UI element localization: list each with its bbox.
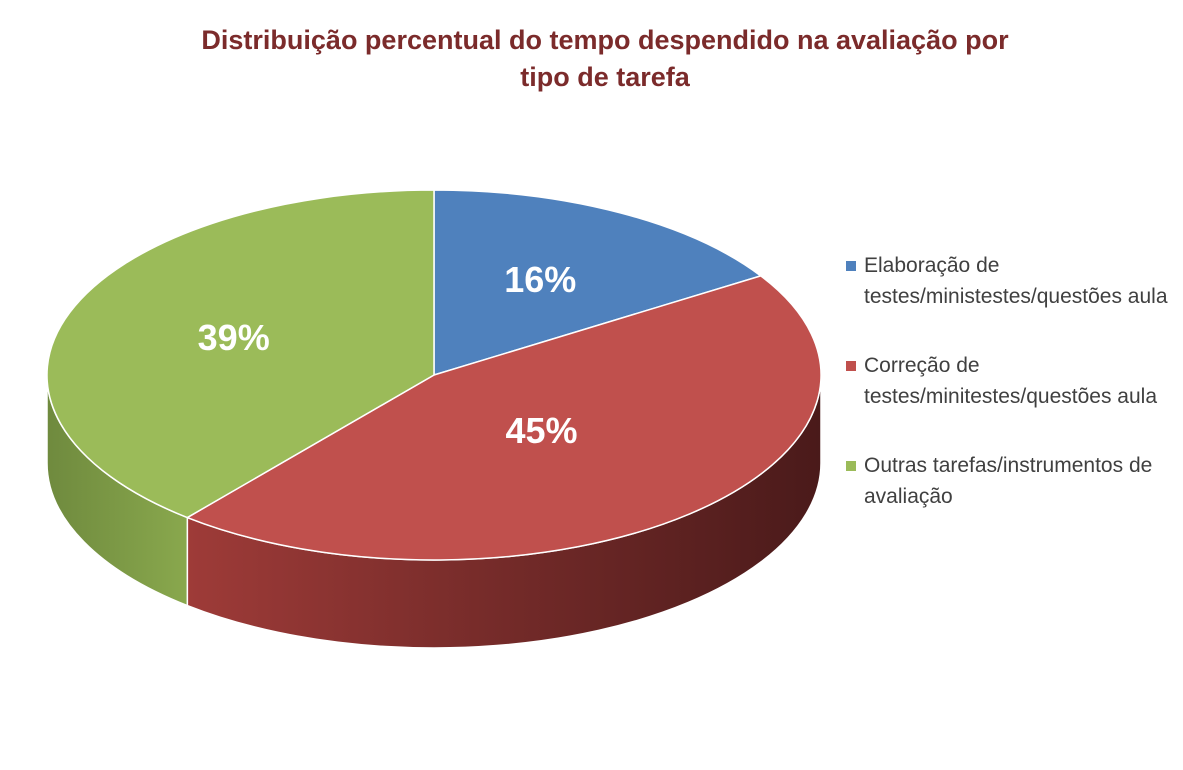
pie-slice-elaboracao	[433, 189, 762, 376]
legend-swatch-elaboracao	[846, 261, 856, 271]
legend-item-correcao: Correção de testes/minitestes/questões a…	[846, 350, 1176, 412]
chart-title: Distribuição percentual do tempo despend…	[120, 22, 1090, 96]
data-label-elaboracao: 16%	[504, 259, 576, 300]
legend-item-elaboracao: Elaboração de testes/ministestes/questõe…	[846, 250, 1176, 312]
chart-title-line-2: tipo de tarefa	[520, 62, 690, 92]
legend-swatch-outras	[846, 461, 856, 471]
pie-slice-outras	[46, 189, 435, 519]
data-label-correcao: 45%	[505, 410, 577, 451]
legend-label-correcao: Correção de testes/minitestes/questões a…	[864, 354, 1157, 408]
legend-label-outras: Outras tarefas/instrumentos de avaliação	[864, 454, 1153, 508]
legend: Elaboração de testes/ministestes/questõe…	[846, 250, 1176, 550]
legend-label-elaboracao: Elaboração de testes/ministestes/questõe…	[864, 254, 1168, 308]
legend-item-outras: Outras tarefas/instrumentos de avaliação	[846, 450, 1176, 512]
chart-title-line-1: Distribuição percentual do tempo despend…	[201, 25, 1009, 55]
data-label-outras: 39%	[198, 317, 270, 358]
pie-slice-correcao	[186, 275, 822, 561]
legend-swatch-correcao	[846, 361, 856, 371]
